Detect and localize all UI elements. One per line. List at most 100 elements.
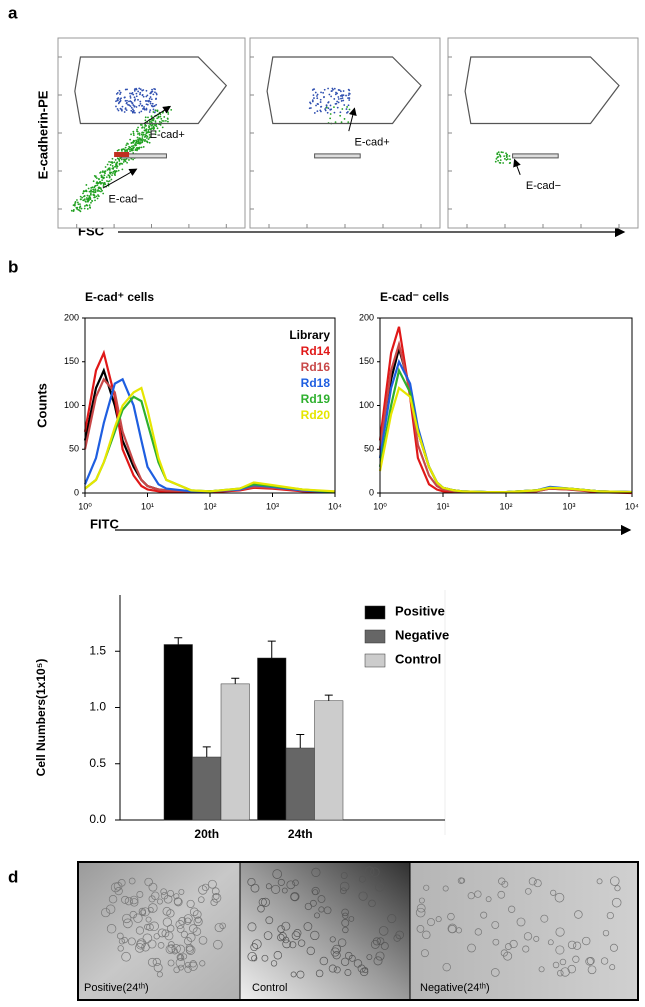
event (136, 128, 138, 131)
cell (435, 916, 442, 923)
event (145, 100, 148, 102)
event (341, 108, 344, 110)
cell (164, 931, 174, 941)
event (133, 96, 136, 99)
event (502, 151, 504, 154)
gate (512, 153, 559, 159)
events (114, 152, 130, 157)
cell (270, 960, 278, 967)
event (142, 131, 145, 134)
event (319, 98, 322, 101)
event (102, 177, 105, 180)
event (167, 113, 170, 115)
event (313, 88, 316, 91)
cell (422, 930, 431, 940)
cell (348, 916, 355, 922)
event (129, 150, 131, 153)
event (329, 113, 332, 115)
y-tick-label: 200 (64, 312, 79, 322)
event (142, 133, 145, 136)
event (145, 137, 148, 139)
event (345, 108, 348, 110)
event (132, 144, 135, 147)
y-tick-label: 200 (359, 312, 374, 322)
cell (341, 908, 349, 917)
annotation-arrow (143, 105, 172, 124)
event (328, 93, 331, 96)
event (99, 172, 101, 174)
event (153, 123, 156, 126)
cell (348, 954, 356, 962)
event (319, 109, 322, 112)
event (316, 110, 319, 113)
event (145, 103, 148, 106)
event (499, 162, 502, 164)
event (99, 181, 102, 184)
event (124, 146, 127, 149)
cell (162, 917, 172, 927)
event (118, 163, 121, 166)
event (326, 111, 329, 114)
cell (127, 937, 136, 946)
event (98, 190, 101, 192)
event (126, 99, 128, 102)
event (119, 93, 121, 96)
event (79, 210, 82, 213)
cell (610, 876, 620, 886)
cell (314, 912, 320, 919)
cell (306, 946, 315, 956)
bar (257, 657, 287, 821)
cell (423, 884, 430, 891)
event (154, 91, 156, 94)
event (132, 109, 135, 112)
event (152, 111, 155, 113)
event (119, 100, 121, 103)
event (156, 127, 159, 130)
event (135, 142, 138, 144)
cell (373, 956, 383, 966)
event (496, 153, 499, 156)
x-tick-label: 10³ (266, 501, 279, 511)
event (125, 109, 128, 112)
event (154, 120, 157, 123)
event (138, 132, 141, 135)
x-tick-label: 10⁰ (373, 501, 387, 511)
cell (559, 958, 567, 966)
event (115, 162, 118, 165)
cell (455, 927, 462, 934)
event (140, 133, 143, 136)
event (317, 103, 320, 106)
event (123, 111, 126, 113)
cell (337, 938, 347, 947)
event (89, 193, 92, 196)
event (150, 98, 153, 101)
event (162, 120, 165, 122)
cell (156, 898, 163, 905)
event (129, 95, 132, 98)
event (346, 106, 349, 108)
cell (420, 949, 429, 958)
bar (192, 756, 222, 821)
panel-label: d (8, 867, 18, 886)
cell (567, 940, 577, 950)
event (132, 141, 134, 144)
event (316, 93, 319, 96)
event (310, 107, 312, 109)
event (337, 101, 340, 104)
cell (156, 971, 163, 978)
annotation: E-cad+ (150, 129, 185, 141)
event (111, 157, 114, 160)
event (324, 108, 327, 110)
event (340, 97, 342, 100)
event (312, 94, 315, 97)
cell (547, 939, 554, 946)
cell (293, 929, 302, 938)
event (119, 91, 122, 94)
event (145, 108, 148, 111)
event (97, 195, 100, 198)
event (336, 106, 339, 109)
cell (297, 939, 306, 947)
event (327, 107, 330, 110)
cell (183, 914, 193, 924)
event (133, 105, 136, 108)
